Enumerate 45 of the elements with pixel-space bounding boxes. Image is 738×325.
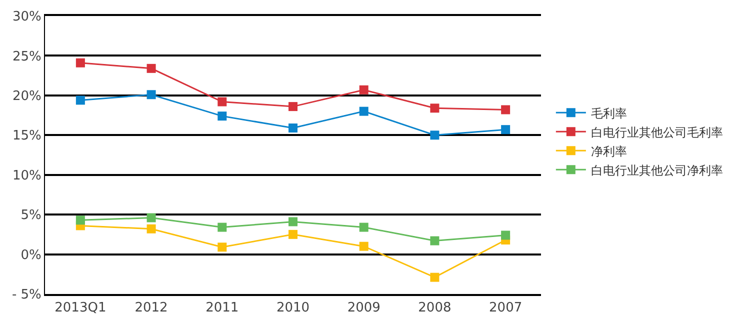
point <box>288 123 298 132</box>
point <box>76 96 85 105</box>
x-tick-label: 2009 <box>347 300 380 316</box>
point <box>288 230 298 239</box>
point <box>501 230 510 240</box>
x-tick-label: 2012 <box>134 300 168 316</box>
point <box>218 97 227 106</box>
y-tick-label: 25% <box>12 49 42 64</box>
y-tick-label: - 5% <box>12 288 42 303</box>
point <box>76 216 85 225</box>
y-tick-label: 15% <box>12 128 42 144</box>
legend-label: 白电行业其他公司净利率 <box>590 163 723 178</box>
x-tick-label: 2007 <box>489 300 522 316</box>
legend-label: 净利率 <box>590 144 627 158</box>
y-tick-label: 20% <box>12 88 42 104</box>
x-tick-label: 2008 <box>418 300 452 316</box>
point <box>76 58 85 68</box>
point <box>430 272 440 282</box>
point <box>146 213 156 222</box>
point <box>501 125 510 134</box>
y-tick-label: 5% <box>20 208 42 224</box>
legend-label: 白电行业其他公司毛利率 <box>590 125 723 140</box>
x-tick-label: 2011 <box>206 300 239 316</box>
point <box>359 106 368 116</box>
point <box>146 64 156 73</box>
y-tick-label: 10% <box>12 168 42 184</box>
point <box>288 217 298 226</box>
point <box>359 85 368 94</box>
point <box>501 105 510 114</box>
point <box>146 90 156 100</box>
point <box>218 242 227 252</box>
y-tick-label: 30% <box>12 10 42 25</box>
y-tick-label: 0% <box>20 248 42 263</box>
point <box>359 222 368 232</box>
x-tick-label: 2010 <box>276 300 310 316</box>
point <box>430 236 440 246</box>
point <box>430 130 440 140</box>
point <box>359 242 368 251</box>
point <box>288 102 298 112</box>
x-tick-label: 2013Q1 <box>54 300 106 316</box>
point <box>218 222 227 232</box>
point <box>430 104 440 113</box>
point <box>146 224 156 234</box>
point <box>218 112 227 121</box>
legend-label: 毛利率 <box>590 106 627 120</box>
